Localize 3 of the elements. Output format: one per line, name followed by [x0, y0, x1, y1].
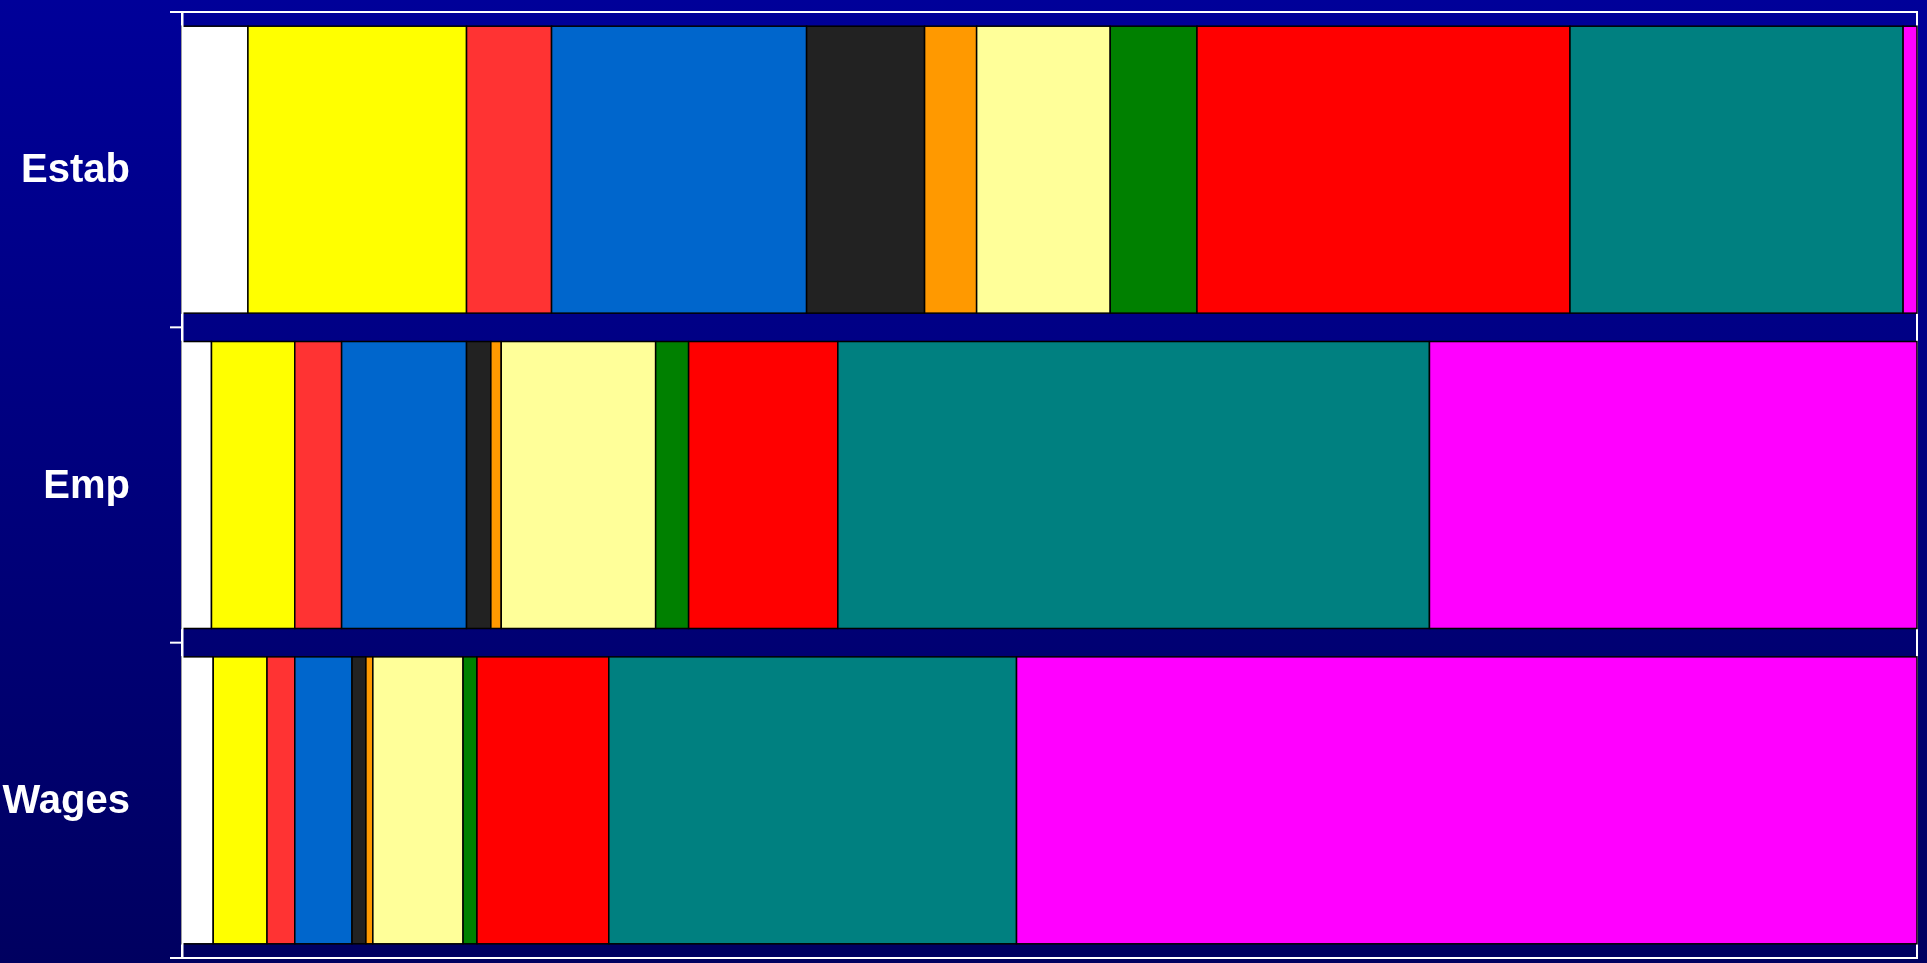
y-tick-label: Wages: [2, 777, 130, 822]
y-tick-label: Emp: [43, 461, 130, 506]
y-tick-label: Estab: [21, 146, 130, 191]
